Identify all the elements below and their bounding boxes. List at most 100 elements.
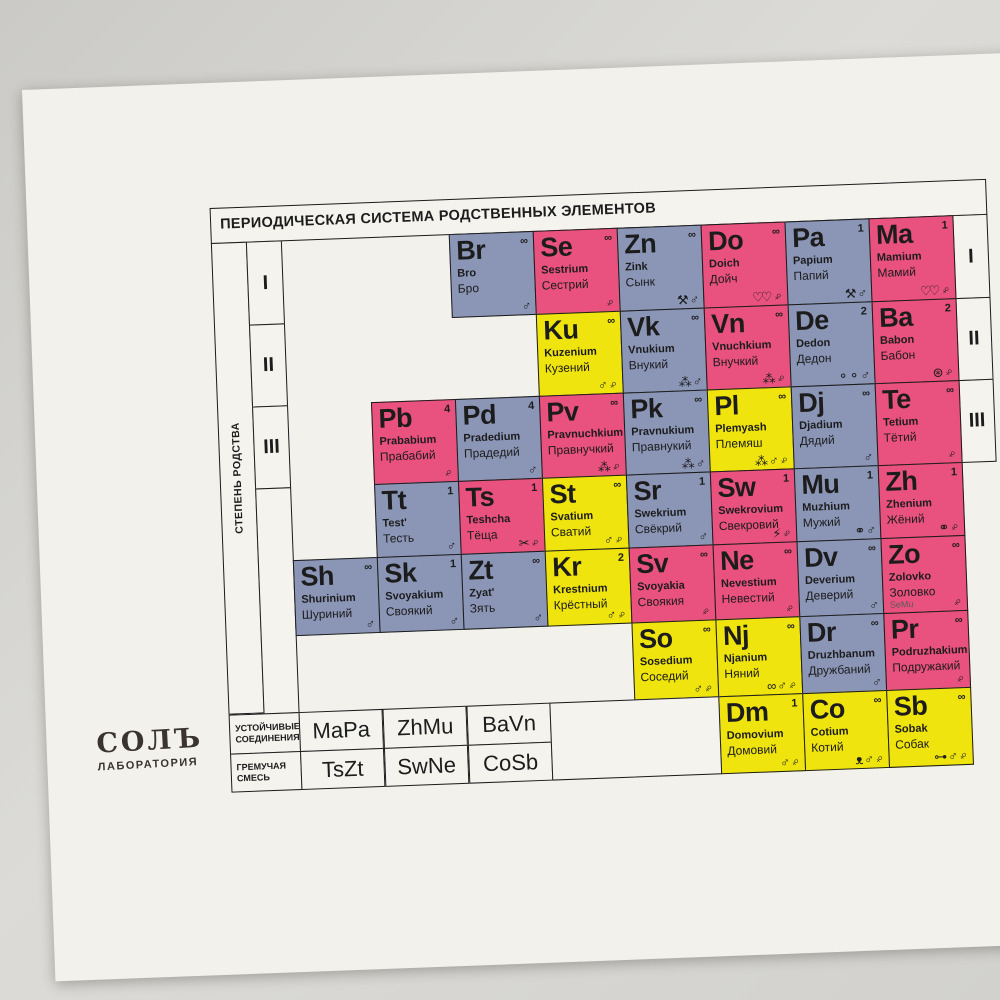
element-cyrillic-name: Сестрий: [541, 276, 589, 293]
element-bond-count: 1: [866, 469, 874, 482]
element-bond-count: 4: [443, 403, 451, 416]
element-latin-name: Dedon: [795, 336, 831, 351]
element-icons: ⁂ ♀: [598, 457, 626, 476]
element-symbol: Ne: [719, 544, 755, 577]
element-bond-count: 1: [447, 485, 454, 498]
legend-compound-cosb: CoSb: [467, 741, 554, 784]
legend-stable-label: УСТОЙЧИВЫЕ СОЕДИНЕНИЯ: [228, 712, 302, 755]
mouse-icon: ᴥ: [855, 751, 864, 768]
element-cell-ku: Ku ∞ Kuzenium Кузений ♂ ♀: [535, 310, 624, 397]
element-icons: ♂: [533, 610, 543, 625]
element-latin-name: Sobak: [894, 722, 928, 736]
element-cell-sr: Sr 1 Swekrium Свёкрий ♂: [625, 471, 714, 549]
element-icons: ⁂ ♂ ♀: [755, 451, 793, 469]
element-cyrillic-name: Бро: [457, 281, 480, 296]
female-icon: ♀: [769, 287, 787, 306]
element-latin-name: Plemyash: [714, 421, 767, 436]
element-symbol: Nj: [722, 620, 750, 652]
row-numeral-right-3: III: [957, 378, 997, 464]
element-symbol: Mu: [800, 468, 840, 501]
element-bond-count: 1: [857, 222, 865, 235]
female-icon: ♀: [608, 457, 626, 476]
element-symbol: Zt: [467, 554, 494, 586]
element-cyrillic-name: Соседий: [640, 668, 689, 685]
element-icons: ♂: [698, 528, 709, 544]
brand-name: СОЛЪ: [95, 722, 204, 760]
balls-icon: ⁂: [681, 456, 696, 472]
legend-compound-zhmu: ZhMu: [382, 705, 468, 749]
element-latin-name: Doich: [708, 257, 740, 271]
element-cell-tt: Tt 1 Test' Тесть ♂: [374, 480, 462, 559]
element-cell-mu: Mu 1 Muzhium Мужий ⚭ ♂: [793, 465, 882, 543]
brand-logo: СОЛЪ ЛАБОРАТОРИЯ: [96, 723, 205, 774]
element-cell-dj: Dj ∞ Djadium Дядий ♂: [790, 383, 879, 470]
element-cell-sv: Sv ∞ Svoyakia Своякия ♀: [628, 544, 717, 624]
female-icon: ♀: [772, 369, 791, 388]
element-cyrillic-name: Кузений: [544, 359, 591, 376]
male-icon: ♂: [521, 298, 532, 314]
element-icons: ⁂ ♂: [678, 374, 702, 390]
element-latin-name: Svoyakium: [385, 588, 444, 603]
element-cell-de: De 2 Dedon Дедон ⚬⚬ ♂: [787, 301, 876, 388]
element-cyrillic-name: Дойч: [709, 271, 738, 287]
element-symbol: Dj: [797, 387, 825, 419]
element-bond-count: ∞: [957, 691, 966, 704]
element-icons: ⚭ ♀: [938, 518, 964, 536]
element-symbol: Sk: [383, 557, 417, 589]
element-bond-count: ∞: [687, 228, 697, 242]
element-icons: ♡♡ ♀: [920, 281, 955, 299]
element-cell-ma: Ma 1 Mamium Мамий ♡♡ ♀: [868, 215, 957, 303]
female-icon: ♀: [787, 753, 805, 771]
element-bond-count: 1: [782, 472, 790, 485]
element-icons: ♂: [528, 462, 538, 477]
element-latin-name: Swekrovium: [718, 502, 784, 518]
female-icon: ♀: [784, 676, 802, 694]
element-bond-count: ∞: [867, 542, 877, 555]
element-symbol: Dr: [806, 616, 837, 648]
element-symbol: Pk: [629, 393, 663, 425]
element-icons: ♂: [365, 616, 375, 631]
element-latin-name: Kuzenium: [544, 345, 598, 360]
legend-compound-mapa: MaPa: [298, 708, 384, 753]
element-latin-name: Druzhbanum: [807, 647, 876, 662]
element-cyrillic-name: Зять: [469, 600, 496, 616]
element-cell-vk: Vk ∞ Vnukium Внукий ⁂ ♂: [619, 307, 708, 394]
element-cyrillic-name: Невестий: [721, 590, 775, 607]
element-symbol: Zn: [623, 228, 657, 260]
element-latin-name: Svoyakia: [636, 579, 685, 594]
row-numeral-right-1: I: [951, 213, 991, 300]
element-bond-count: ∞: [364, 561, 373, 574]
element-symbol: Do: [707, 225, 744, 257]
male-icon: ♂: [857, 285, 868, 301]
element-latin-name: Vnuchkium: [711, 339, 772, 354]
element-cell-ne: Ne ∞ Nevestium Невестий ♀: [712, 541, 801, 621]
element-icons: ♀: [698, 602, 715, 620]
element-icons: ⚭ ♂: [854, 522, 876, 538]
element-symbol: Br: [455, 234, 486, 266]
element-cyrillic-name: Подружакий: [892, 658, 961, 675]
bone-icon: ⊶: [933, 748, 948, 765]
element-bond-count: ∞: [690, 311, 700, 325]
element-symbol: Pb: [378, 402, 413, 434]
element-latin-name: Deverium: [804, 573, 856, 587]
element-icons: ♂: [449, 613, 459, 628]
element-icons: ♀: [949, 593, 966, 611]
element-symbol: Sh: [299, 560, 335, 592]
element-symbol: Se: [539, 231, 573, 263]
female-icon: ♀: [955, 746, 973, 765]
element-bond-count: ∞: [519, 235, 529, 248]
element-symbol: Sb: [893, 690, 928, 722]
element-cell-pb: Pb 4 Prababium Прабабий ♀: [370, 398, 460, 486]
element-bond-count: ∞: [603, 231, 613, 245]
element-bond-count: 1: [449, 558, 457, 571]
element-icons: ♀: [952, 670, 969, 688]
element-symbol: Tt: [381, 484, 407, 516]
element-cell-sk: Sk 1 Svoyakium Своякий ♂: [376, 553, 465, 633]
element-cell-zo: Zo ∞ Zolovko Золовко SeMu ♀: [880, 534, 969, 615]
element-bond-count: ∞: [610, 396, 619, 410]
element-latin-name: Svatium: [550, 509, 594, 524]
female-icon: ♀: [610, 530, 628, 549]
male-icon: ♂: [698, 528, 709, 544]
element-icons: ∞ ♂ ♀: [767, 676, 802, 694]
element-bond-count: 2: [944, 302, 952, 315]
